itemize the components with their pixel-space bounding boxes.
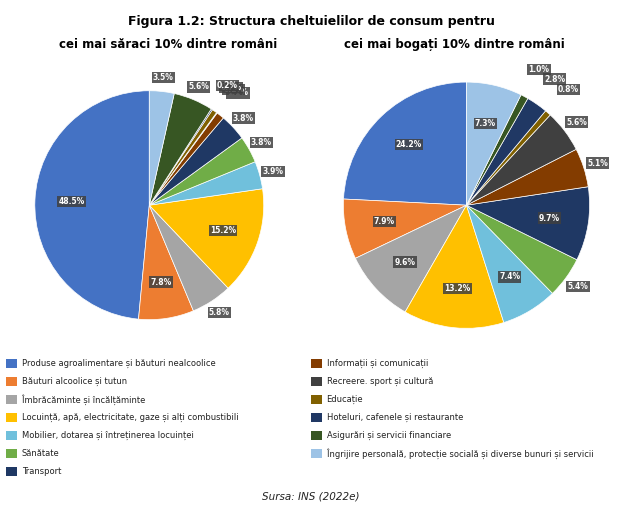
Text: 3.5%: 3.5% xyxy=(153,73,174,82)
Text: 0.7%: 0.7% xyxy=(220,83,241,92)
Wedge shape xyxy=(355,205,466,312)
Text: Produse agroalimentare și băuturi nealcoolice: Produse agroalimentare și băuturi nealco… xyxy=(22,359,215,368)
Wedge shape xyxy=(149,113,217,205)
Wedge shape xyxy=(343,199,466,259)
Text: Hoteluri, cafenele și restaurante: Hoteluri, cafenele și restaurante xyxy=(327,413,463,422)
Text: 3.9%: 3.9% xyxy=(262,167,284,176)
Text: cei mai bogați 10% dintre români: cei mai bogați 10% dintre români xyxy=(344,38,564,51)
Text: Sursa: INS (2022e): Sursa: INS (2022e) xyxy=(262,492,360,502)
Text: Figura 1.2: Structura cheltuielilor de consum pentru: Figura 1.2: Structura cheltuielilor de c… xyxy=(128,15,494,28)
Text: Îmbrăcăminte și încălțăminte: Îmbrăcăminte și încălțăminte xyxy=(22,394,145,405)
Text: 7.3%: 7.3% xyxy=(475,119,496,128)
Text: 2.8%: 2.8% xyxy=(544,74,565,84)
Text: 24.2%: 24.2% xyxy=(396,140,422,149)
Wedge shape xyxy=(149,93,211,205)
Text: 9.6%: 9.6% xyxy=(394,258,415,267)
Text: 13.2%: 13.2% xyxy=(445,284,471,293)
Text: 7.8%: 7.8% xyxy=(151,278,172,287)
Text: 0.8%: 0.8% xyxy=(558,85,579,94)
Text: 7.9%: 7.9% xyxy=(374,217,395,226)
Wedge shape xyxy=(466,205,552,323)
Text: Asigurări și servicii financiare: Asigurări și servicii financiare xyxy=(327,431,451,440)
Wedge shape xyxy=(149,162,262,205)
Wedge shape xyxy=(466,98,545,205)
Wedge shape xyxy=(466,187,590,260)
Text: Mobilier, dotarea și întreținerea locuinței: Mobilier, dotarea și întreținerea locuin… xyxy=(22,431,193,440)
Text: 7.4%: 7.4% xyxy=(499,272,520,282)
Text: 5.6%: 5.6% xyxy=(566,117,587,127)
Text: 9.7%: 9.7% xyxy=(539,213,560,223)
Text: 0.1%: 0.1% xyxy=(223,85,244,94)
Wedge shape xyxy=(466,82,521,205)
Wedge shape xyxy=(149,189,264,288)
Text: 5.6%: 5.6% xyxy=(188,83,209,91)
Text: 5.1%: 5.1% xyxy=(587,159,608,168)
Wedge shape xyxy=(149,138,255,205)
Text: Îngrijire personală, protecție socială și diverse bunuri și servicii: Îngrijire personală, protecție socială ș… xyxy=(327,448,593,459)
Wedge shape xyxy=(466,115,576,205)
Text: 5.8%: 5.8% xyxy=(209,308,230,317)
Wedge shape xyxy=(466,95,528,205)
Text: cei mai săraci 10% dintre români: cei mai săraci 10% dintre români xyxy=(59,38,277,51)
Text: 48.5%: 48.5% xyxy=(58,197,85,206)
Wedge shape xyxy=(466,149,588,205)
Text: 5.4%: 5.4% xyxy=(568,282,588,291)
Text: 3.8%: 3.8% xyxy=(233,113,254,123)
Wedge shape xyxy=(35,91,149,319)
Text: 1.0%: 1.0% xyxy=(529,65,549,74)
Wedge shape xyxy=(466,111,550,205)
Wedge shape xyxy=(343,82,466,205)
Text: 0.2%: 0.2% xyxy=(217,81,238,90)
Wedge shape xyxy=(405,205,504,328)
Wedge shape xyxy=(149,118,242,205)
Text: Locuință, apă, electricitate, gaze și alți combustibili: Locuință, apă, electricitate, gaze și al… xyxy=(22,413,238,422)
Text: Educație: Educație xyxy=(327,395,363,404)
Wedge shape xyxy=(149,91,174,205)
Text: 3.8%: 3.8% xyxy=(251,138,272,147)
Text: Transport: Transport xyxy=(22,467,61,476)
Text: Sănătate: Sănătate xyxy=(22,449,60,458)
Text: Informații și comunicații: Informații și comunicații xyxy=(327,359,428,368)
Wedge shape xyxy=(149,109,213,205)
Wedge shape xyxy=(149,113,223,205)
Wedge shape xyxy=(466,205,577,293)
Text: Recreere. sport și cultură: Recreere. sport și cultură xyxy=(327,377,433,386)
Text: Băuturi alcoolice și tutun: Băuturi alcoolice și tutun xyxy=(22,377,127,386)
Wedge shape xyxy=(149,110,216,205)
Wedge shape xyxy=(149,205,228,311)
Wedge shape xyxy=(139,205,193,320)
Text: 1.1%: 1.1% xyxy=(228,88,249,97)
Text: 15.2%: 15.2% xyxy=(210,226,236,235)
